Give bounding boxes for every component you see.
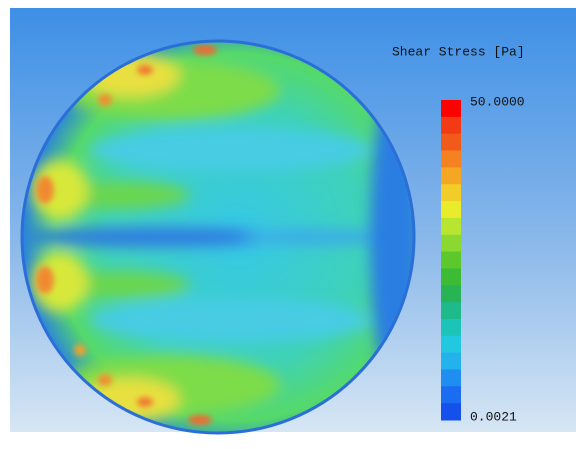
colorbar-step	[441, 369, 461, 386]
colorbar-step	[441, 117, 461, 134]
colorbar-step	[441, 319, 461, 336]
colorbar-step	[441, 218, 461, 235]
page: Shear Stress [Pa] 50.0000 0.0021 (() => …	[0, 0, 576, 449]
legend-max-label: 50.0000	[470, 94, 525, 109]
colorbar-step	[441, 386, 461, 403]
colorbar-step	[441, 167, 461, 184]
contour-disk	[20, 41, 420, 433]
colorbar-step	[441, 403, 461, 420]
legend-min-label: 0.0021	[470, 409, 517, 424]
colorbar-step	[441, 134, 461, 151]
colorbar-step	[441, 100, 461, 117]
colorbar-step	[441, 336, 461, 353]
colorbar-step	[441, 302, 461, 319]
colorbar-step	[441, 184, 461, 201]
legend-title: Shear Stress [Pa]	[392, 44, 525, 59]
colorbar-step	[441, 235, 461, 252]
colorbar-step	[441, 353, 461, 370]
colorbar-step	[441, 268, 461, 285]
viewport: Shear Stress [Pa] 50.0000 0.0021	[0, 0, 576, 449]
colorbar	[441, 100, 461, 421]
colorbar-step	[441, 201, 461, 218]
colorbar-step	[441, 285, 461, 302]
colorbar-step	[441, 252, 461, 269]
colorbar-step	[441, 151, 461, 168]
